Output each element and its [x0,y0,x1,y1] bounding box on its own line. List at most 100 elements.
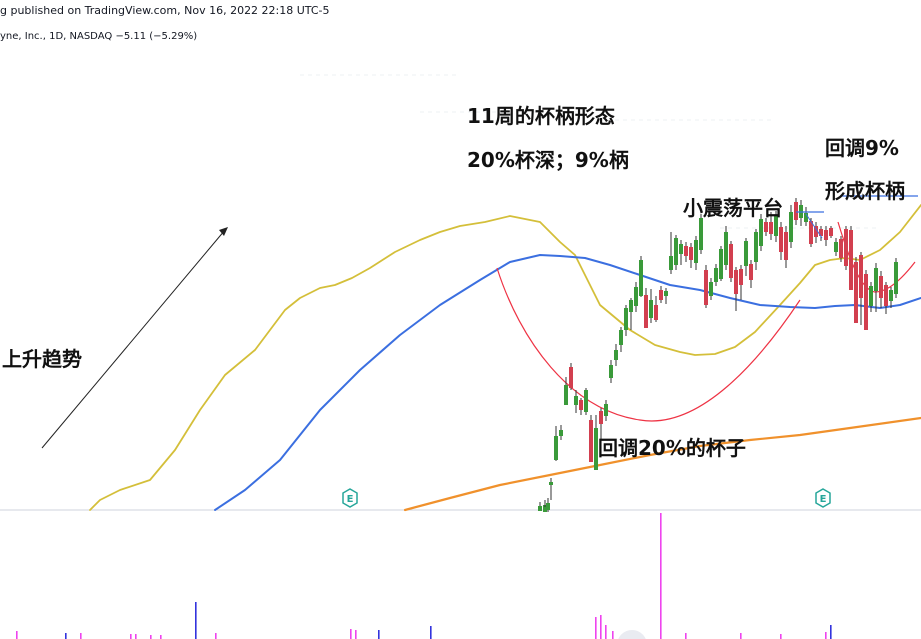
candle-body [754,232,758,262]
candle-body [769,222,773,234]
candle [546,498,550,512]
candle [789,205,793,248]
candle [754,229,758,270]
candle-body [669,256,673,270]
volume-bar [780,634,782,639]
candle [584,388,588,415]
candle-body [819,229,823,236]
candle-body [614,350,618,360]
candle [629,298,633,330]
candle [538,502,542,511]
candle [839,236,843,262]
candle [759,214,763,251]
candle-body [689,247,693,260]
candle-body [579,400,583,410]
candle [614,344,618,366]
candle [734,267,738,311]
candle [624,305,628,336]
candle-body [734,270,738,294]
candle [709,278,713,300]
candle-body [664,291,668,296]
candle-body [594,428,598,470]
annotation-handle-forming: 形成杯柄 [825,179,905,203]
candle [724,226,728,270]
candle [749,260,753,288]
candle-body [609,365,613,378]
candle [634,282,638,312]
volume-bar [130,634,132,639]
candle-body [844,229,848,266]
earnings-letter: E [820,494,827,505]
candle-body [559,430,563,436]
candle [619,327,623,352]
candle-body [704,270,708,305]
candle [819,226,823,241]
earnings-marker: E [815,488,831,508]
candle-body [749,264,753,280]
candle [549,478,553,500]
cup-curve [496,267,801,422]
candle [874,263,878,312]
candle-body [546,503,550,510]
candle-body [654,305,658,320]
candle [704,265,708,308]
candle [889,287,893,308]
candle [654,296,658,322]
candle-body [569,367,573,388]
candle [714,264,718,286]
candle [804,207,808,226]
candle-body [814,226,818,237]
volume-bar [16,631,18,639]
candle-body [779,227,783,252]
volume-bar [195,602,197,639]
candle [689,243,693,268]
candle [739,265,743,300]
candle [729,241,733,282]
candle [869,282,873,312]
candle-body [719,249,723,279]
candle-body [829,228,833,236]
volume-bar [80,633,82,639]
candle [829,226,833,238]
earnings-letter: E [347,494,354,505]
candle [694,236,698,270]
candle-body [549,482,553,485]
candle [543,505,547,512]
candle-body [604,404,608,416]
price-change: −5.11 (−5.29%) [115,31,198,42]
candle-body [834,242,838,252]
candle [564,377,568,405]
candle-body [804,213,808,222]
candle [679,240,683,265]
volume-bar [430,626,432,639]
volume-bar [135,634,137,639]
candle [854,257,858,323]
volume-bar [150,635,152,639]
candle-body [589,420,593,462]
candle-body [794,202,798,220]
candle [664,288,668,304]
candle-body [739,269,743,285]
annotation-cup: 回调20%的杯子 [598,436,746,460]
candle-body [543,507,547,512]
earnings-hexagon [342,488,358,508]
candle-body [854,262,858,323]
candle [764,218,768,236]
candle [554,426,558,461]
candle [589,415,593,462]
candle-body [724,232,728,265]
candle-body [649,300,653,318]
ma-short-line [89,204,921,511]
candle-body [674,238,678,265]
candle [779,222,783,260]
uptrend-arrow [41,229,226,449]
candle [559,425,563,440]
candle [699,214,703,254]
candle-body [894,262,898,294]
annotation-pattern-title: 11周的杯柄形态 [467,104,615,128]
candle [644,288,648,328]
candle-body [709,282,713,296]
candle-body [639,260,643,296]
candle-body [694,240,698,263]
